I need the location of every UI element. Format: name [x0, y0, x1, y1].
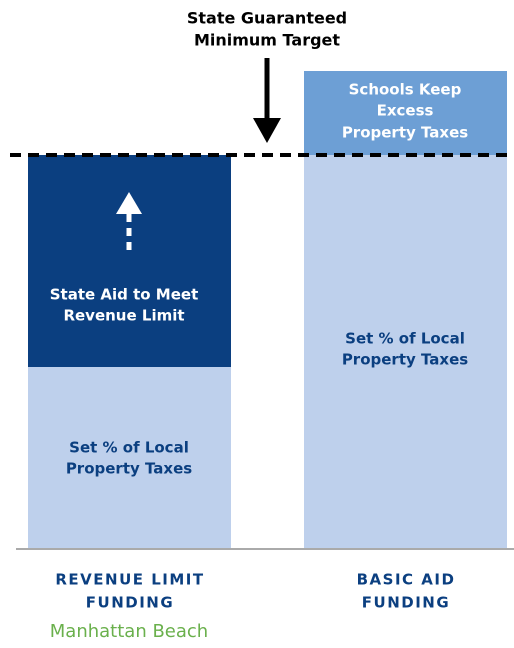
block-text: Schools Keep — [349, 81, 462, 99]
block-text: Property Taxes — [66, 460, 192, 478]
column-label: FUNDING — [86, 594, 174, 612]
place-label: Manhattan Beach — [50, 621, 208, 642]
block-text: Property Taxes — [342, 124, 468, 142]
block-text: Property Taxes — [342, 351, 468, 369]
block-text: Revenue Limit — [63, 307, 184, 325]
local-tax-block — [28, 367, 231, 549]
block-text: Set % of Local — [345, 330, 465, 348]
down-arrow — [253, 58, 281, 143]
column-label: FUNDING — [362, 594, 450, 612]
title: State Guaranteed — [187, 9, 347, 28]
title: Minimum Target — [194, 31, 340, 50]
block-text: Set % of Local — [69, 439, 189, 457]
up-arrow — [116, 192, 142, 256]
state-aid-block — [28, 155, 231, 367]
column-label: BASIC AID — [357, 571, 456, 589]
local-tax-block — [304, 155, 507, 549]
block-text: Excess — [377, 102, 434, 120]
column-label: REVENUE LIMIT — [55, 571, 204, 589]
excess-block — [304, 71, 507, 155]
block-text: State Aid to Meet — [50, 286, 199, 304]
